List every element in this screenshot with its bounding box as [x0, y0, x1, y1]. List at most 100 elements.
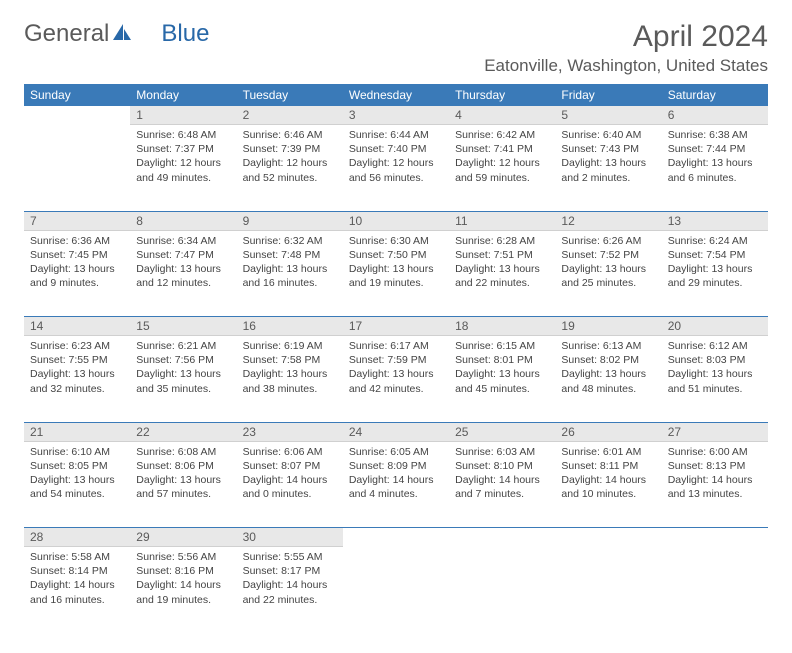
day-content: Sunrise: 6:21 AMSunset: 7:56 PMDaylight:… [130, 336, 236, 402]
day-content: Sunrise: 6:24 AMSunset: 7:54 PMDaylight:… [662, 231, 768, 297]
day-cell [343, 547, 449, 633]
day-number: 14 [24, 317, 130, 336]
day-content: Sunrise: 6:34 AMSunset: 7:47 PMDaylight:… [130, 231, 236, 297]
weekday-header: Sunday [24, 84, 130, 106]
day-number: 22 [130, 423, 236, 442]
day-number: 5 [555, 106, 661, 125]
day-content: Sunrise: 6:08 AMSunset: 8:06 PMDaylight:… [130, 442, 236, 508]
day-number-row: 78910111213 [24, 212, 768, 231]
day-cell: Sunrise: 6:30 AMSunset: 7:50 PMDaylight:… [343, 231, 449, 317]
weekday-header: Saturday [662, 84, 768, 106]
day-content: Sunrise: 6:12 AMSunset: 8:03 PMDaylight:… [662, 336, 768, 402]
day-number: 12 [555, 212, 661, 231]
day-cell: Sunrise: 6:12 AMSunset: 8:03 PMDaylight:… [662, 336, 768, 422]
day-number: 2 [237, 106, 343, 125]
day-cell: Sunrise: 6:34 AMSunset: 7:47 PMDaylight:… [130, 231, 236, 317]
day-number: 8 [130, 212, 236, 231]
day-cell: Sunrise: 6:08 AMSunset: 8:06 PMDaylight:… [130, 442, 236, 528]
day-content: Sunrise: 6:10 AMSunset: 8:05 PMDaylight:… [24, 442, 130, 508]
day-number: 19 [555, 317, 661, 336]
header: General Blue April 2024 Eatonville, Wash… [24, 20, 768, 76]
day-content: Sunrise: 6:00 AMSunset: 8:13 PMDaylight:… [662, 442, 768, 508]
day-cell: Sunrise: 6:46 AMSunset: 7:39 PMDaylight:… [237, 125, 343, 211]
day-cell: Sunrise: 6:01 AMSunset: 8:11 PMDaylight:… [555, 442, 661, 528]
day-number-row: 21222324252627 [24, 423, 768, 442]
day-number: 30 [237, 528, 343, 547]
logo-sail-icon [111, 22, 133, 47]
logo-text-1: General [24, 20, 109, 48]
location: Eatonville, Washington, United States [484, 56, 768, 76]
day-content: Sunrise: 6:44 AMSunset: 7:40 PMDaylight:… [343, 125, 449, 191]
day-number: 25 [449, 423, 555, 442]
day-cell: Sunrise: 6:23 AMSunset: 7:55 PMDaylight:… [24, 336, 130, 422]
day-cell: Sunrise: 6:19 AMSunset: 7:58 PMDaylight:… [237, 336, 343, 422]
day-content: Sunrise: 6:19 AMSunset: 7:58 PMDaylight:… [237, 336, 343, 402]
day-number-row: 14151617181920 [24, 317, 768, 336]
day-cell: Sunrise: 6:26 AMSunset: 7:52 PMDaylight:… [555, 231, 661, 317]
day-cell: Sunrise: 6:05 AMSunset: 8:09 PMDaylight:… [343, 442, 449, 528]
day-content: Sunrise: 6:13 AMSunset: 8:02 PMDaylight:… [555, 336, 661, 402]
day-content: Sunrise: 6:26 AMSunset: 7:52 PMDaylight:… [555, 231, 661, 297]
day-number: 29 [130, 528, 236, 547]
day-content: Sunrise: 6:15 AMSunset: 8:01 PMDaylight:… [449, 336, 555, 402]
calendar-page: General Blue April 2024 Eatonville, Wash… [0, 0, 792, 653]
day-content: Sunrise: 6:28 AMSunset: 7:51 PMDaylight:… [449, 231, 555, 297]
day-content: Sunrise: 6:38 AMSunset: 7:44 PMDaylight:… [662, 125, 768, 191]
day-content: Sunrise: 6:17 AMSunset: 7:59 PMDaylight:… [343, 336, 449, 402]
day-content: Sunrise: 6:01 AMSunset: 8:11 PMDaylight:… [555, 442, 661, 508]
day-cell [24, 125, 130, 211]
day-content: Sunrise: 6:03 AMSunset: 8:10 PMDaylight:… [449, 442, 555, 508]
day-number: 28 [24, 528, 130, 547]
day-number-row: 123456 [24, 106, 768, 125]
day-content-row: Sunrise: 6:36 AMSunset: 7:45 PMDaylight:… [24, 231, 768, 317]
day-cell: Sunrise: 5:58 AMSunset: 8:14 PMDaylight:… [24, 547, 130, 633]
day-cell [662, 547, 768, 633]
day-content-row: Sunrise: 6:10 AMSunset: 8:05 PMDaylight:… [24, 442, 768, 528]
day-number: 21 [24, 423, 130, 442]
day-number: 20 [662, 317, 768, 336]
day-cell: Sunrise: 6:42 AMSunset: 7:41 PMDaylight:… [449, 125, 555, 211]
day-number: 27 [662, 423, 768, 442]
day-content: Sunrise: 6:48 AMSunset: 7:37 PMDaylight:… [130, 125, 236, 191]
day-number-row: 282930 [24, 528, 768, 547]
day-cell: Sunrise: 6:28 AMSunset: 7:51 PMDaylight:… [449, 231, 555, 317]
day-cell: Sunrise: 6:06 AMSunset: 8:07 PMDaylight:… [237, 442, 343, 528]
calendar-table: SundayMondayTuesdayWednesdayThursdayFrid… [24, 84, 768, 633]
day-number: 18 [449, 317, 555, 336]
day-number: 26 [555, 423, 661, 442]
day-number: 7 [24, 212, 130, 231]
day-content-row: Sunrise: 6:48 AMSunset: 7:37 PMDaylight:… [24, 125, 768, 211]
day-cell: Sunrise: 6:21 AMSunset: 7:56 PMDaylight:… [130, 336, 236, 422]
day-content: Sunrise: 6:30 AMSunset: 7:50 PMDaylight:… [343, 231, 449, 297]
day-content: Sunrise: 5:58 AMSunset: 8:14 PMDaylight:… [24, 547, 130, 613]
day-cell: Sunrise: 6:44 AMSunset: 7:40 PMDaylight:… [343, 125, 449, 211]
day-content: Sunrise: 5:56 AMSunset: 8:16 PMDaylight:… [130, 547, 236, 613]
day-cell: Sunrise: 6:15 AMSunset: 8:01 PMDaylight:… [449, 336, 555, 422]
day-cell: Sunrise: 6:38 AMSunset: 7:44 PMDaylight:… [662, 125, 768, 211]
day-number: 13 [662, 212, 768, 231]
day-number: 9 [237, 212, 343, 231]
logo-text-2: Blue [161, 20, 209, 48]
day-cell: Sunrise: 6:17 AMSunset: 7:59 PMDaylight:… [343, 336, 449, 422]
day-number: 1 [130, 106, 236, 125]
day-cell: Sunrise: 6:48 AMSunset: 7:37 PMDaylight:… [130, 125, 236, 211]
weekday-header: Thursday [449, 84, 555, 106]
day-number: 3 [343, 106, 449, 125]
day-number: 16 [237, 317, 343, 336]
day-cell: Sunrise: 6:00 AMSunset: 8:13 PMDaylight:… [662, 442, 768, 528]
weekday-header: Friday [555, 84, 661, 106]
weekday-header: Wednesday [343, 84, 449, 106]
title-block: April 2024 Eatonville, Washington, Unite… [484, 20, 768, 76]
weekday-header: Monday [130, 84, 236, 106]
day-cell: Sunrise: 6:40 AMSunset: 7:43 PMDaylight:… [555, 125, 661, 211]
logo: General Blue [24, 20, 209, 48]
day-cell: Sunrise: 5:56 AMSunset: 8:16 PMDaylight:… [130, 547, 236, 633]
day-cell [555, 547, 661, 633]
day-number: 6 [662, 106, 768, 125]
day-number: 10 [343, 212, 449, 231]
day-content: Sunrise: 6:06 AMSunset: 8:07 PMDaylight:… [237, 442, 343, 508]
day-number: 24 [343, 423, 449, 442]
day-number: 15 [130, 317, 236, 336]
day-cell: Sunrise: 6:36 AMSunset: 7:45 PMDaylight:… [24, 231, 130, 317]
day-number: 11 [449, 212, 555, 231]
